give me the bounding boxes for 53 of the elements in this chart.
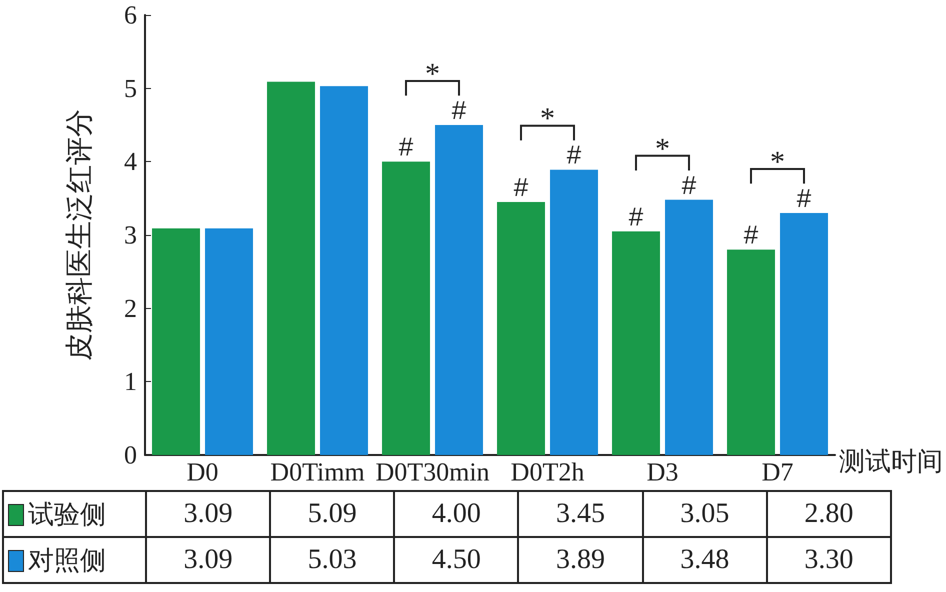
bar [382,162,430,455]
x-tick-label: D7 [762,458,794,486]
bar [780,213,828,455]
annotation: # [566,140,582,170]
annotation: # [628,201,644,232]
data-label: 3.05 [642,491,767,537]
data-label: 3.09 [146,491,270,537]
data-label: 5.09 [270,491,394,537]
bar [152,228,200,455]
data-label: 5.03 [270,537,394,583]
legend-label: 对照侧 [28,546,106,576]
annotation: * [425,58,440,90]
annotation: # [452,95,467,125]
x-tick-label: D0T2h [510,458,584,486]
data-label: 3.09 [146,537,270,583]
data-label: 4.00 [394,491,518,537]
bar [435,125,483,455]
x-tick-label: D3 [646,458,678,486]
bar [612,231,660,455]
y-tick-label: 1 [124,367,137,396]
bar [267,82,315,455]
bar [205,228,253,455]
y-tick-label: 0 [124,440,137,470]
data-label: 3.45 [518,491,643,537]
x-axis-title: 测试时间 [839,447,943,477]
y-tick-label: 2 [124,294,137,323]
data-label: 3.89 [518,537,643,583]
x-tick-label: D0Timm [270,458,365,486]
annotation: * [540,102,555,136]
annotation: # [514,172,529,202]
data-label: 3.30 [766,537,891,583]
data-label: 4.50 [394,537,518,583]
annotation: # [796,183,812,213]
x-tick-label: D0T30min [375,458,490,486]
bar [665,200,713,455]
legend-label: 试验侧 [28,500,106,530]
annotation: * [770,146,785,178]
y-tick-label: 4 [124,147,137,176]
data-label: 3.48 [642,537,767,583]
y-axis-title: 皮肤科医生泛红评分 [62,109,96,361]
annotation: # [398,132,414,162]
bar [727,250,775,455]
x-tick-label: D0 [186,458,218,486]
annotation: # [744,220,759,250]
y-tick-label: 6 [124,0,137,30]
y-tick-label: 3 [124,220,137,250]
bar [497,202,545,455]
y-tick-label: 5 [124,74,137,103]
bar [320,86,368,455]
annotation: # [682,170,697,200]
annotation: * [655,132,670,166]
data-label: 2.80 [766,491,891,537]
bar [550,170,598,455]
